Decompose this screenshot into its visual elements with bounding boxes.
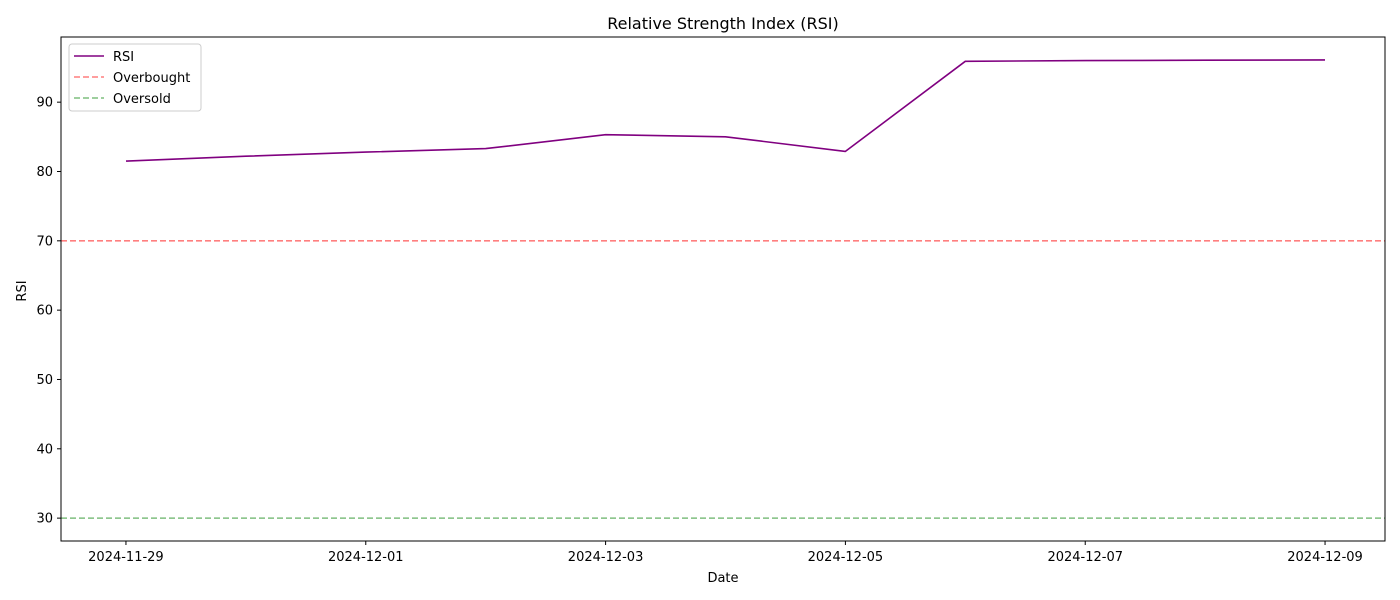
y-tick-label: 70 <box>36 234 53 249</box>
x-tick-label: 2024-11-29 <box>88 550 164 565</box>
y-tick-label: 30 <box>36 512 53 527</box>
x-tick-label: 2024-12-01 <box>328 550 404 565</box>
y-axis-label: RSI <box>15 280 30 301</box>
y-tick-label: 90 <box>36 96 53 111</box>
legend-label-rsi: RSI <box>113 50 134 65</box>
legend: RSI Overbought Oversold <box>68 43 202 112</box>
legend-box <box>68 43 202 112</box>
y-tick-label: 80 <box>36 165 53 180</box>
y-tick-label: 60 <box>36 304 53 319</box>
legend-label-oversold: Oversold <box>113 92 171 107</box>
x-tick-label: 2024-12-07 <box>1047 550 1123 565</box>
axes-frame <box>60 36 1386 542</box>
series-line-rsi <box>125 59 1326 162</box>
x-axis-label: Date <box>707 571 738 586</box>
x-tick-label: 2024-12-09 <box>1287 550 1363 565</box>
y-tick-label: 50 <box>36 373 53 388</box>
plot-area: 30 40 50 60 70 80 90 2024-11-29 2024-12-01 2024-1… <box>36 36 1386 565</box>
chart-title: Relative Strength Index (RSI) <box>607 14 839 33</box>
x-tick-label: 2024-12-05 <box>808 550 884 565</box>
y-tick-label: 40 <box>36 442 53 457</box>
legend-label-overbought: Overbought <box>113 71 190 86</box>
x-tick-label: 2024-12-03 <box>568 550 644 565</box>
